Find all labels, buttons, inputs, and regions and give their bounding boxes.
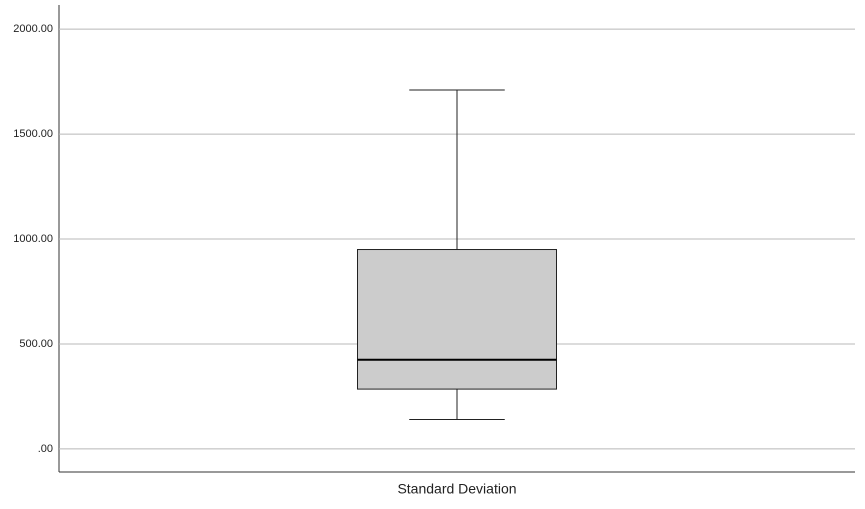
x-tick-label: Standard Deviation [397,481,516,497]
y-tick-label: 1000.00 [13,233,53,245]
y-tick-label: 2000.00 [13,23,53,35]
y-tick-label: 500.00 [19,338,53,350]
y-tick-label: .00 [38,443,53,455]
y-tick-label: 1500.00 [13,128,53,140]
box [357,249,557,390]
